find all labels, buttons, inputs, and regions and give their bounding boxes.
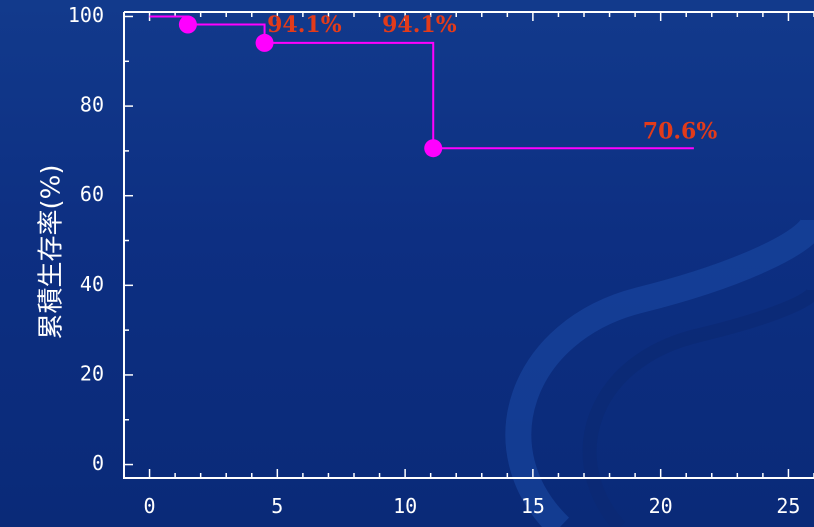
y-tick-label: 60 <box>80 182 104 206</box>
event-point <box>424 139 443 158</box>
survival-rate-label: 94.1% <box>382 12 457 38</box>
x-tick-label: 10 <box>393 494 417 518</box>
y-tick-label: 20 <box>80 361 104 385</box>
x-tick-label: 0 <box>144 494 156 518</box>
x-tick-label: 20 <box>649 494 673 518</box>
series-layer <box>149 15 694 158</box>
y-tick-label: 40 <box>80 272 104 296</box>
y-axis-label: 累積生存率(%) <box>37 165 67 340</box>
background-swirl <box>505 217 814 527</box>
event-point <box>255 33 274 52</box>
x-tick-label: 15 <box>521 494 545 518</box>
y-tick-label: 80 <box>80 93 104 117</box>
background-swirl-inner <box>582 287 814 527</box>
event-point <box>178 15 197 34</box>
x-tick-label: 5 <box>271 494 283 518</box>
survival-rate-label: 94.1% <box>267 12 342 38</box>
y-tick-label: 100 <box>68 3 104 27</box>
y-tick-label: 0 <box>92 451 104 475</box>
data-labels: 94.1% 94.1% 70.6% <box>267 12 717 144</box>
axis-frame-left-bottom <box>123 12 814 479</box>
survival-rate-label: 70.6% <box>643 118 718 144</box>
axes <box>123 11 814 479</box>
ticks: 0 5 10 15 20 25 0 20 40 60 80 100 <box>68 3 814 518</box>
x-tick-label: 25 <box>776 494 800 518</box>
